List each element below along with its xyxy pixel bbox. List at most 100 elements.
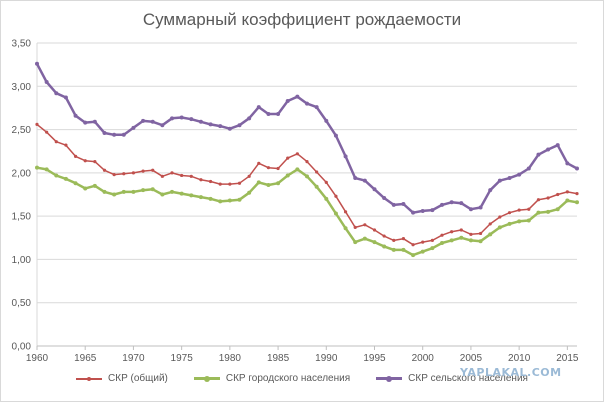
data-point-1 [362,236,367,241]
data-point-2 [343,154,348,159]
data-point-1 [333,211,338,216]
data-point-1 [401,247,406,252]
data-point-0 [276,166,280,171]
data-point-1 [353,240,358,245]
data-point-0 [372,228,377,232]
x-tick-label: 1970 [122,353,145,364]
data-point-1 [141,188,146,193]
data-point-2 [112,132,117,137]
data-point-1 [420,249,425,254]
data-point-2 [478,205,483,210]
data-point-2 [440,202,444,207]
data-point-0 [64,143,68,147]
data-point-0 [556,192,560,197]
data-point-2 [391,202,396,207]
y-tick-label: 1,00 [12,255,32,266]
x-tick-label: 2015 [556,353,579,364]
data-point-0 [295,152,299,156]
data-point-2 [141,118,146,123]
data-point-1 [391,247,396,252]
data-point-1 [372,240,377,245]
data-point-1 [218,199,223,204]
legend-swatch-rural [376,374,403,384]
legend: СКР (общий) СКР городского населения СКР… [0,373,604,384]
data-point-0 [122,172,126,176]
data-point-2 [497,178,502,183]
x-tick-label: 2005 [460,353,483,364]
data-point-2 [150,119,155,124]
data-point-0 [131,171,136,175]
data-point-1 [208,196,213,201]
data-point-1 [131,189,136,194]
data-point-0 [286,156,290,160]
data-point-1 [449,238,454,243]
data-point-1 [546,209,551,214]
y-tick-label: 1,50 [12,212,32,223]
data-point-0 [35,122,39,126]
data-point-0 [237,181,242,185]
data-point-2 [468,207,473,212]
data-point-0 [565,190,569,194]
x-tick-label: 2010 [508,353,531,364]
legend-item-rural: СКР сельского населения [376,373,528,384]
data-point-0 [112,172,116,177]
data-point-2 [44,79,49,84]
data-point-2 [305,101,309,106]
data-point-2 [227,126,232,131]
data-point-2 [526,166,531,171]
data-point-2 [266,111,271,116]
data-point-0 [257,161,261,165]
data-point-0 [180,173,184,178]
data-point-1 [44,167,49,172]
data-point-2 [420,208,425,213]
data-point-1 [478,239,483,244]
data-point-0 [536,198,541,202]
y-tick-label: 0,50 [12,298,32,309]
x-tick-label: 1965 [74,353,97,364]
data-point-1 [276,181,281,186]
data-point-0 [54,140,58,144]
data-point-2 [459,201,464,206]
series-line-1 [36,166,578,257]
x-tick-label: 2000 [412,353,435,364]
y-tick-label: 0,00 [12,342,32,353]
data-point-1 [305,174,309,179]
data-point-0 [421,240,425,244]
data-point-0 [411,243,415,247]
data-point-1 [459,235,464,240]
data-point-2 [160,123,165,128]
data-point-0 [199,178,203,182]
data-point-2 [54,91,59,96]
data-point-1 [237,197,242,202]
data-point-2 [63,95,68,100]
y-tick-label: 3,00 [12,82,32,93]
x-tick-label: 1960 [26,353,49,364]
legend-label-rural: СКР сельского населения [408,373,528,384]
data-point-0 [343,210,348,214]
data-point-2 [382,195,387,200]
data-point-0 [73,154,78,159]
data-point-0 [93,160,97,164]
data-point-0 [247,174,251,178]
data-point-2 [411,210,416,215]
data-point-1 [54,173,59,178]
data-point-0 [315,170,319,174]
data-point-0 [160,174,164,178]
data-point-0 [102,168,107,172]
data-point-2 [102,131,107,136]
data-point-0 [575,192,579,196]
data-point-0 [401,237,406,241]
data-point-2 [73,113,78,118]
data-point-1 [198,195,203,200]
watermark-logo: YAPLAKAL.COM [460,366,562,379]
series-layer [35,61,579,258]
x-axis-ticks: 1960 1965 1970 1975 1980 1985 1990 1995 2000 2005… [26,346,579,364]
data-point-2 [121,132,126,137]
data-point-1 [189,193,194,198]
data-point-2 [35,61,39,66]
legend-label-total: СКР (общий) [108,373,168,384]
data-point-0 [450,230,454,234]
data-point-1 [266,182,271,187]
data-point-1 [170,189,174,194]
